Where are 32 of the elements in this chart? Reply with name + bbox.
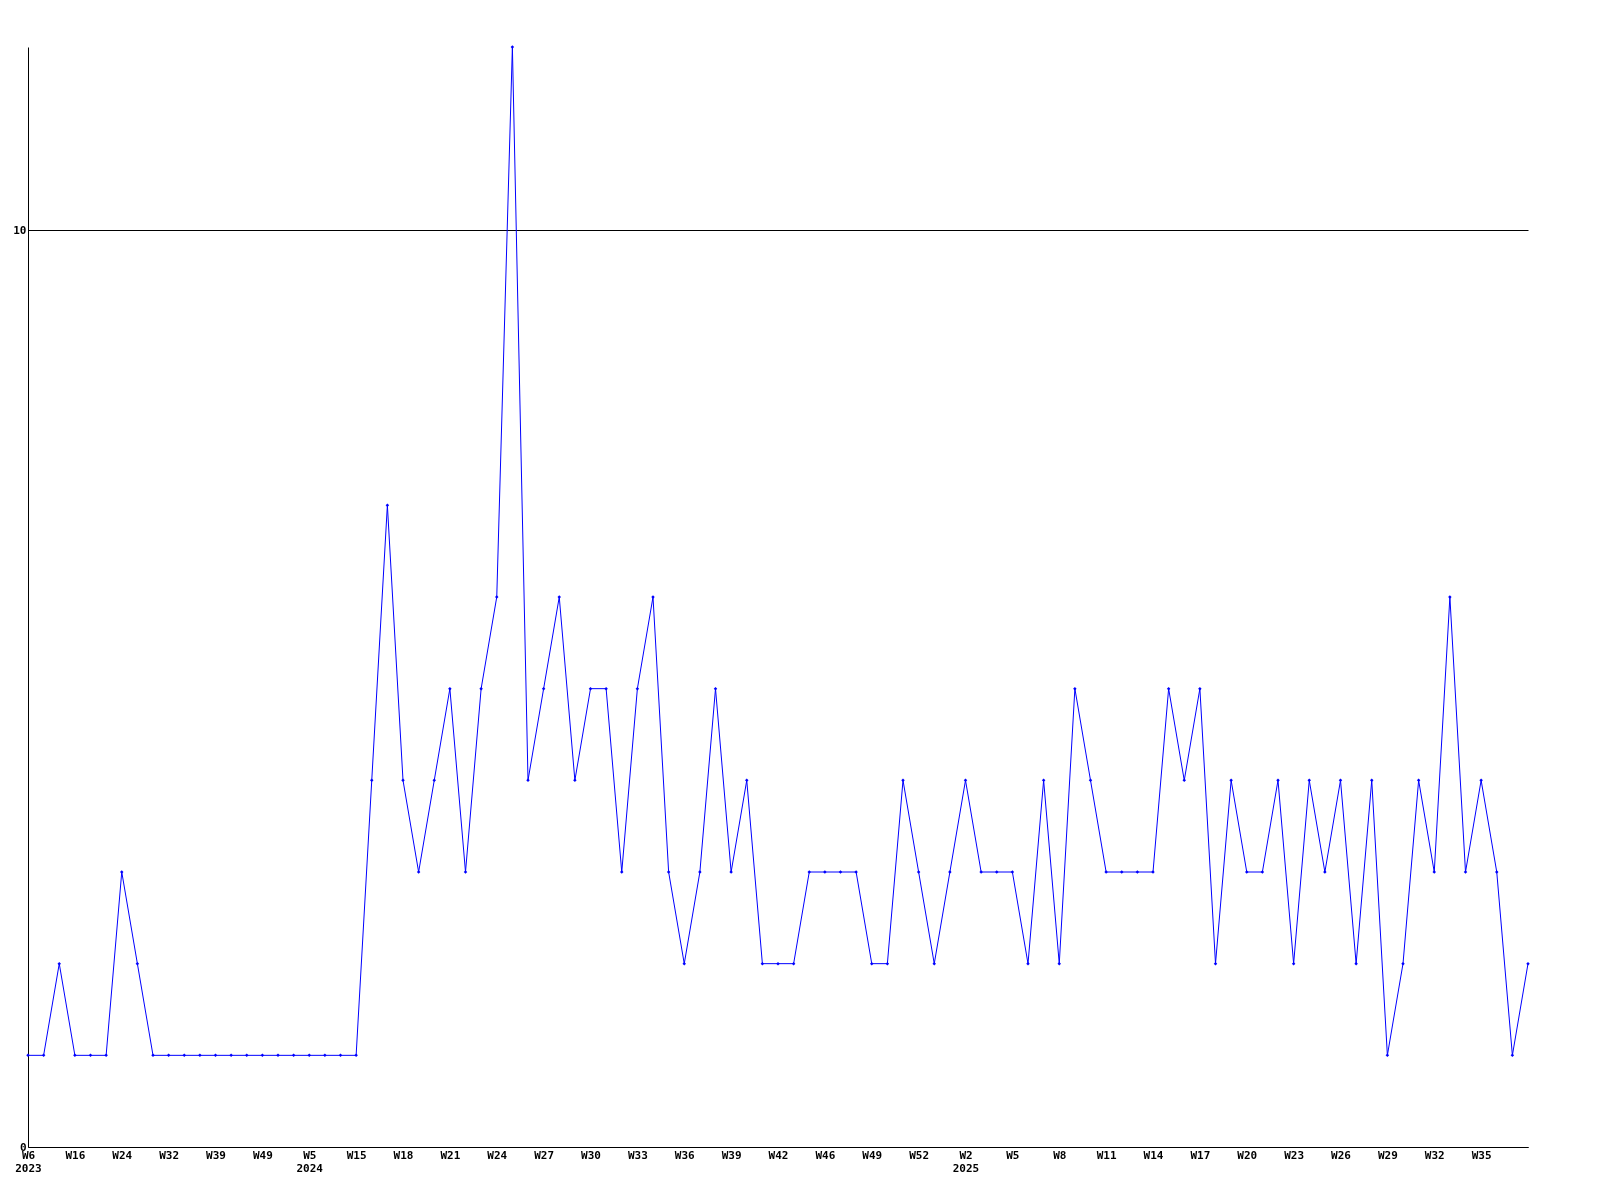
x-tick-label: W39 <box>206 1148 226 1162</box>
x-tick-label: W30 <box>581 1148 601 1162</box>
x-tick-label: W24 <box>112 1148 133 1162</box>
x-tick-label: W49 <box>862 1148 883 1162</box>
x-tick-label: W39 <box>721 1148 742 1162</box>
x-tick-label: W32 <box>159 1148 180 1162</box>
x-tick-label: W46 <box>815 1148 836 1162</box>
x-tick-label: W5 2024 <box>296 1148 324 1175</box>
x-tick-label: W18 <box>393 1148 414 1162</box>
x-tick-label: W14 <box>1143 1148 1164 1162</box>
x-tick-label: W42 <box>768 1148 789 1162</box>
x-tick-label: W15 <box>346 1148 367 1162</box>
x-tick-label: W16 <box>65 1148 86 1162</box>
x-tick-label: W26 <box>1331 1148 1352 1162</box>
x-tick-label: W33 <box>627 1148 648 1162</box>
y-tick-label: 10 <box>13 223 27 237</box>
x-tick-label: W5 <box>1006 1148 1020 1162</box>
x-tick-label: W32 <box>1424 1148 1445 1162</box>
x-tick-label: W36 <box>674 1148 696 1162</box>
x-tick-label: W35 <box>1471 1148 1492 1162</box>
x-tick-label: W8 <box>1053 1148 1067 1162</box>
x-tick-label: W52 <box>909 1148 930 1162</box>
x-tick-label: W23 <box>1284 1148 1305 1162</box>
x-tick-label: W17 <box>1190 1148 1211 1162</box>
x-tick-label: W20 <box>1237 1148 1258 1162</box>
x-tick-label: W49 <box>252 1148 273 1162</box>
x-tick-label: W27 <box>534 1148 555 1162</box>
x-tick-label: W24 <box>487 1148 508 1162</box>
x-tick-label: W11 <box>1096 1148 1117 1162</box>
x-tick-label: W29 <box>1377 1148 1398 1162</box>
x-tick-label: W2 2025 <box>952 1148 980 1175</box>
x-tick-label: W21 <box>440 1148 461 1162</box>
